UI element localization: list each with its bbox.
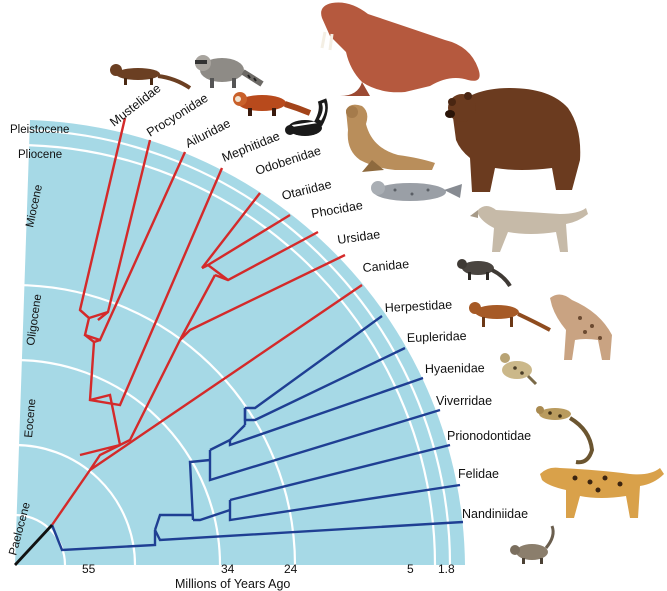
taxon-label-otariidae: Otariidae <box>280 177 333 203</box>
tick-5: 5 <box>407 562 414 576</box>
mongoose-icon <box>457 259 512 288</box>
epoch-label-eocene: Eocene <box>23 398 38 438</box>
tick-24: 24 <box>284 562 298 576</box>
node-feliform-1 <box>188 458 211 521</box>
taxon-label-canidae: Canidae <box>362 257 410 275</box>
epoch-arc <box>8 358 222 566</box>
wolf-icon <box>470 206 588 252</box>
epoch-arc <box>10 443 137 566</box>
linsang-icon <box>536 406 595 465</box>
tick-55: 55 <box>82 562 96 576</box>
node-feliform-root <box>50 524 157 552</box>
raccoon-icon <box>195 55 264 88</box>
mustelid-icon <box>110 64 192 90</box>
tick-1-8: 1.8 <box>438 562 455 576</box>
root-branch <box>13 524 54 566</box>
branch-ailuridae <box>83 151 187 342</box>
fossa-icon <box>469 302 551 332</box>
hyena-icon <box>550 294 612 360</box>
epoch-label-pliocene: Pliocene <box>18 149 62 161</box>
taxon-label-hyaenidae: Hyaenidae <box>425 361 485 376</box>
branch-phocidae <box>214 230 319 282</box>
taxon-label-ailuridae: Ailuridae <box>183 116 233 151</box>
node-feliform-2 <box>193 508 231 522</box>
red-panda-icon <box>233 92 312 116</box>
branch-nandiniidae <box>153 520 464 542</box>
branch-ursidae <box>179 253 346 341</box>
branch-prionodontidae <box>229 443 451 502</box>
taxon-label-phocidae: Phocidae <box>310 198 364 221</box>
taxon-label-prionodontidae: Prionodontidae <box>447 429 531 443</box>
palm-civet-icon <box>510 525 555 564</box>
taxon-label-eupleridae: Eupleridae <box>407 329 467 345</box>
branch-odobenidae <box>201 192 261 269</box>
taxon-label-viverridae: Viverridae <box>436 394 492 408</box>
seal-icon <box>371 181 462 201</box>
node-feliform-3 <box>153 513 193 531</box>
taxon-label-nandiniidae: Nandiniidae <box>462 507 528 521</box>
taxon-label-herpestidae: Herpestidae <box>384 297 452 315</box>
sea-lion-icon <box>346 104 435 172</box>
taxon-label-ursidae: Ursidae <box>336 227 381 247</box>
epoch-boundary-arcs <box>0 128 452 566</box>
jaguar-icon <box>540 467 664 518</box>
node-caniform-root <box>51 469 91 526</box>
tick-34: 34 <box>221 562 235 576</box>
walrus-icon <box>320 2 480 96</box>
node-pinniped-2 <box>178 274 217 341</box>
branch-hyaenidae-tip <box>228 376 424 447</box>
feliform-branches <box>50 315 464 552</box>
branch-herpestidae <box>245 315 383 410</box>
epoch-arc <box>1 143 437 566</box>
skunk-icon <box>285 98 328 136</box>
branch-mephitidae <box>88 167 224 407</box>
animal-illustrations <box>110 2 664 564</box>
epoch-label-pleistocene: Pleistocene <box>10 124 69 136</box>
node-pinniped-1 <box>201 263 229 281</box>
x-axis-title: Millions of Years Ago <box>175 577 290 591</box>
epoch-arc <box>5 283 297 566</box>
bear-icon <box>445 88 581 192</box>
node-musteloid-1 <box>79 309 109 321</box>
branch-canidae <box>79 284 363 471</box>
caniform-branches <box>51 117 363 526</box>
branch-felidae <box>228 483 461 522</box>
taxon-label-felidae: Felidae <box>458 467 499 481</box>
civet-icon <box>500 353 538 386</box>
epoch-arc <box>0 128 452 566</box>
